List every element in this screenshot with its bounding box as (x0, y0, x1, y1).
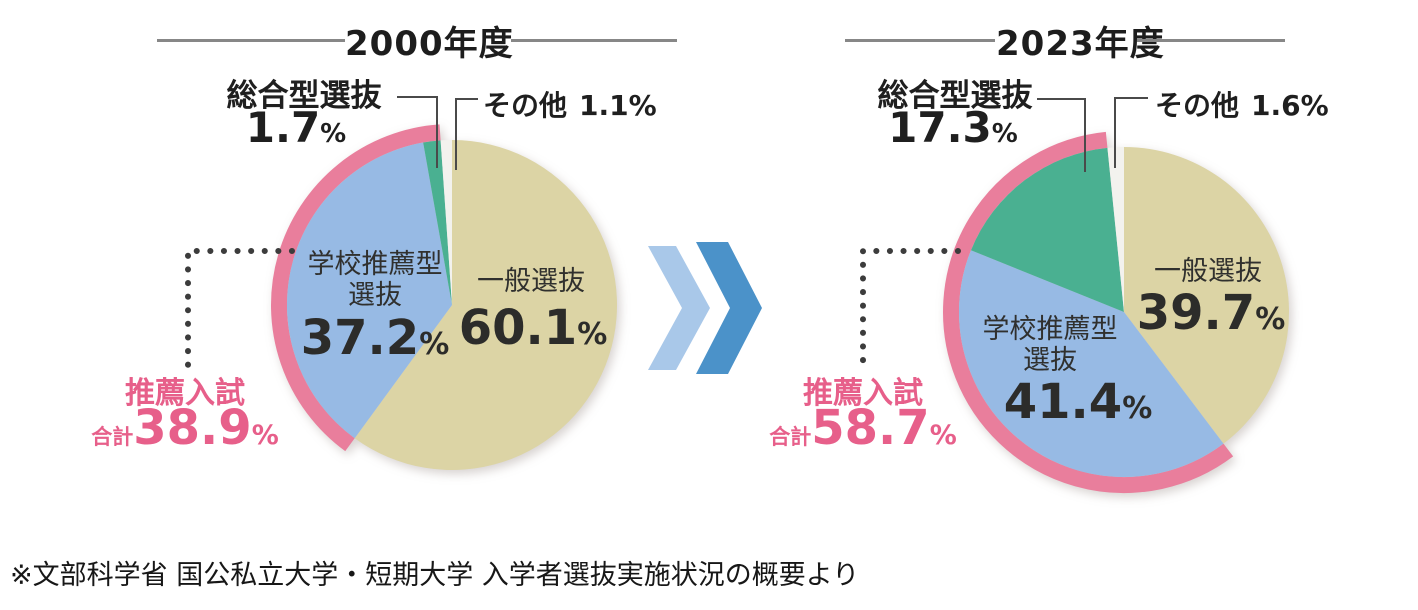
title-rule-left-2000 (157, 39, 345, 42)
pie-chart-2023 (943, 131, 1290, 493)
label-comprehensive-2023: 総合型選抜 (877, 78, 1033, 114)
label-school-rec-2023: 学校推薦型 選抜 (982, 314, 1118, 376)
pie-slice-3 (440, 140, 452, 305)
pie-slice-0 (1124, 147, 1290, 444)
title-rule-right-2023 (1137, 39, 1285, 42)
pie-slice-0 (354, 140, 618, 470)
chart-title-2023: 2023年度 (996, 24, 1165, 64)
label-school-rec-2000: 学校推薦型 選抜 (307, 249, 443, 311)
chevron-dark-icon (696, 242, 762, 374)
highlight-arc (943, 131, 1234, 493)
value-general-2023: 39.7% (1136, 285, 1286, 341)
value-comprehensive-2023: 17.3% (888, 103, 1018, 152)
value-school-rec-2023: 41.4% (1003, 374, 1153, 430)
chevron-light-icon (648, 246, 710, 370)
pie-slice-3 (1107, 147, 1124, 312)
title-rule-right-2000 (511, 39, 677, 42)
source-note: ※文部科学省 国公私立大学・短期大学 入学者選抜実施状況の概要より (10, 560, 860, 591)
pie-slice-1 (287, 142, 452, 439)
pie-slice-1 (958, 250, 1224, 478)
highlight-label-2000: 推薦入試 (125, 376, 245, 411)
label-other-2023: その他 1.6% (1155, 89, 1329, 122)
label-general-2000: 一般選抜 (477, 266, 585, 297)
highlight-total-2000: 合計38.9% (91, 400, 279, 456)
label-general-2023: 一般選抜 (1154, 256, 1262, 287)
label-other-2000: その他 1.1% (483, 89, 657, 122)
pie-slice-2 (970, 147, 1124, 312)
value-general-2000: 60.1% (458, 300, 608, 356)
highlight-label-2023: 推薦入試 (803, 376, 923, 411)
label-comprehensive-2000: 総合型選抜 (226, 78, 382, 114)
pie-chart-2000 (271, 124, 618, 470)
pie-slice-2 (423, 140, 452, 305)
highlight-total-2023: 合計58.7% (769, 400, 957, 456)
double-chevron-arrow-icon (648, 242, 762, 374)
chart-title-2000: 2000年度 (345, 24, 514, 64)
value-school-rec-2000: 37.2% (300, 310, 450, 366)
title-rule-left-2023 (845, 39, 995, 42)
value-comprehensive-2000: 1.7% (245, 103, 347, 152)
